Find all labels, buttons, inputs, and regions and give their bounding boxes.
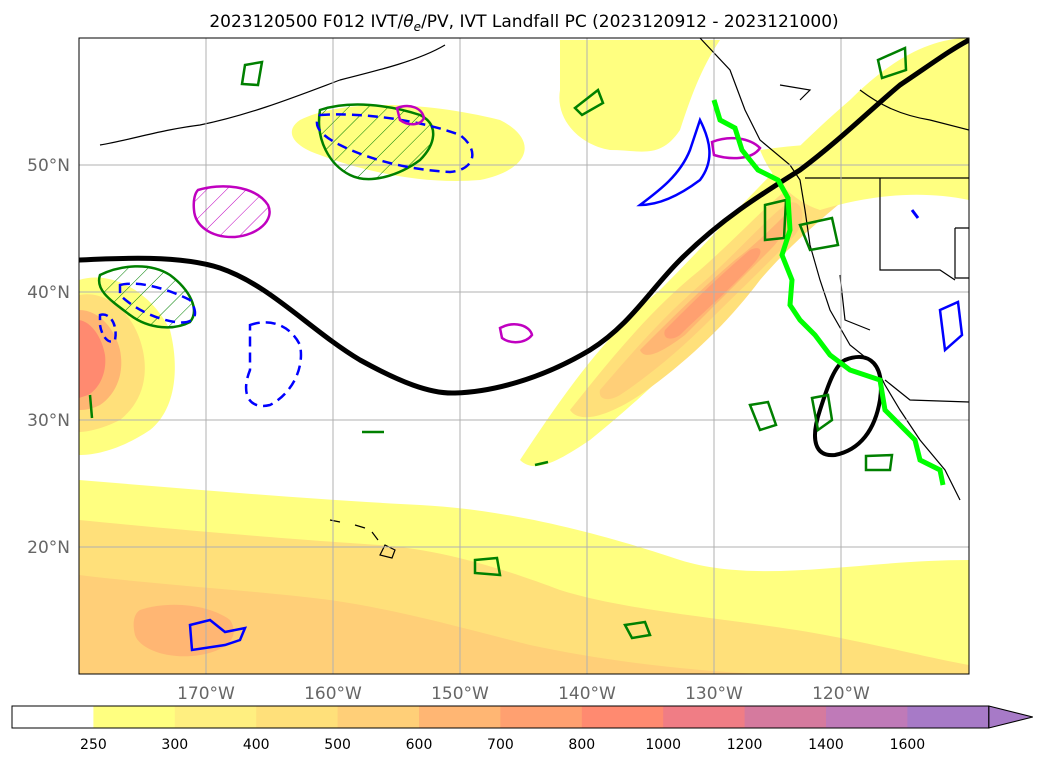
colorbar-segment bbox=[93, 706, 176, 728]
colorbar-tick-label: 1600 bbox=[890, 737, 926, 753]
baja-gulf bbox=[839, 274, 871, 331]
lon-tick-label: 170°W bbox=[177, 684, 235, 704]
colorbar-segment bbox=[663, 706, 746, 728]
colorbar-tick-label: 700 bbox=[487, 737, 514, 753]
lat-tick-label: 40°N bbox=[27, 283, 70, 303]
colorbar-tick-label: 600 bbox=[406, 737, 433, 753]
inland-lines bbox=[859, 89, 969, 131]
colorbar-tick-label: 1200 bbox=[727, 737, 763, 753]
lat-tick-label: 50°N bbox=[27, 156, 70, 176]
lon-tick-label: 120°W bbox=[812, 684, 870, 704]
colorbar: 250 300 400 500 600 700 800 1000 1200 1400 1600 bbox=[11, 705, 1033, 753]
colorbar-extend-arrow bbox=[988, 705, 1033, 729]
colorbar-outline bbox=[11, 705, 990, 729]
aleutian-islands bbox=[99, 44, 446, 146]
colorbar-tick-label: 1000 bbox=[645, 737, 681, 753]
colorbar-tick-label: 500 bbox=[324, 737, 351, 753]
longitude-tick-labels: 170°W 160°W 150°W 140°W 130°W 120°W bbox=[177, 684, 870, 704]
latitude-tick-labels: 20°N 30°N 40°N 50°N bbox=[27, 156, 70, 558]
us-mexico-border bbox=[884, 379, 969, 403]
inland-lake bbox=[779, 84, 812, 101]
colorbar-segment bbox=[500, 706, 583, 728]
pv-contours-magenta bbox=[192, 104, 762, 344]
lon-tick-label: 140°W bbox=[558, 684, 616, 704]
lon-tick-label: 150°W bbox=[431, 684, 489, 704]
gridlines bbox=[79, 38, 969, 674]
colorbar-segment bbox=[256, 706, 339, 728]
colorbar-segment bbox=[337, 706, 420, 728]
colorbar-segment bbox=[581, 706, 664, 728]
colorbar-segment bbox=[12, 706, 94, 728]
colorbar-segment bbox=[744, 706, 827, 728]
colorbar-tick-label: 400 bbox=[243, 737, 270, 753]
map-frame bbox=[78, 37, 970, 675]
lat-tick-label: 20°N bbox=[27, 538, 70, 558]
map-title: 2023120500 F012 IVT/θe/PV, IVT Landfall … bbox=[209, 12, 838, 34]
map-area bbox=[79, 38, 969, 674]
colorbar-tick-label: 250 bbox=[80, 737, 107, 753]
ivt-landfall-track bbox=[711, 99, 946, 486]
lon-tick-label: 130°W bbox=[685, 684, 743, 704]
coastlines bbox=[99, 38, 969, 559]
colorbar-segment bbox=[174, 706, 257, 728]
hawaiian-islands bbox=[329, 519, 396, 559]
colorbar-tick-label: 1400 bbox=[808, 737, 844, 753]
state-border bbox=[879, 178, 956, 281]
pc-contour bbox=[79, 38, 969, 396]
lon-tick-label: 160°W bbox=[304, 684, 362, 704]
state-border-east bbox=[954, 227, 969, 279]
colorbar-tick-label: 300 bbox=[161, 737, 188, 753]
colorbar-tick-label: 800 bbox=[568, 737, 595, 753]
lat-tick-label: 30°N bbox=[27, 411, 70, 431]
colorbar-segment bbox=[826, 706, 908, 728]
colorbar-segment bbox=[419, 706, 501, 728]
colorbar-segment bbox=[907, 706, 990, 728]
